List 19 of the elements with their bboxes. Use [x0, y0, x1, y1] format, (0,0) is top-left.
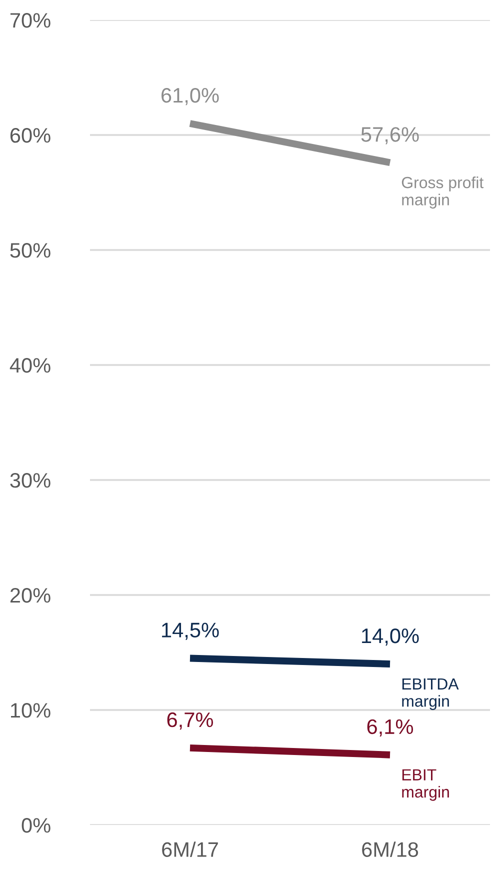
x-tick-label: 6M/17 — [162, 842, 218, 857]
data-label: 14,0% — [362, 628, 419, 646]
series-label: Gross profit margin — [402, 176, 484, 209]
data-label: 6,1% — [367, 719, 414, 737]
y-tick-label: 0% — [22, 818, 50, 833]
data-label: 61,0% — [162, 88, 219, 106]
y-tick-label: 40% — [10, 358, 50, 373]
y-tick-label: 10% — [11, 703, 50, 718]
series-label: EBIT margin — [402, 769, 449, 801]
y-tick-label: 70% — [10, 13, 50, 28]
y-tick-label: 30% — [10, 473, 50, 488]
series-label: EBITDA margin — [402, 678, 459, 710]
data-label: 14,5% — [162, 622, 219, 640]
data-label: 57,6% — [361, 127, 419, 144]
data-label: 6,7% — [167, 712, 214, 730]
y-tick-label: 50% — [10, 243, 50, 258]
y-tick-label: 20% — [10, 588, 50, 603]
x-tick-label: 6M/18 — [362, 842, 418, 857]
y-tick-label: 60% — [10, 128, 50, 143]
